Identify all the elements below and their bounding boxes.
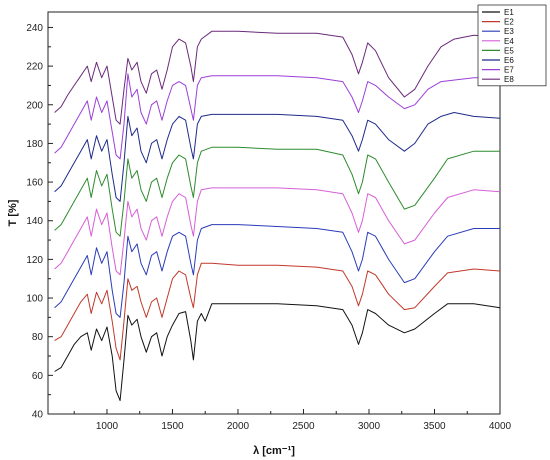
y-tick-label: 60 xyxy=(32,371,44,382)
y-tick-label: 80 xyxy=(32,332,44,343)
series-line-e1 xyxy=(54,303,501,401)
x-tick-label: 4000 xyxy=(489,421,512,432)
series-line-e3 xyxy=(54,224,500,318)
series-line-e2 xyxy=(54,262,501,361)
x-tick-label: 2500 xyxy=(292,421,315,432)
series-line-e7 xyxy=(54,73,500,160)
x-axis-label: λ [cm⁻¹] xyxy=(253,445,295,457)
y-tick-label: 200 xyxy=(26,100,43,111)
y-tick-label: 40 xyxy=(32,410,44,421)
x-tick-label: 1500 xyxy=(161,421,184,432)
legend-label-e5: E5 xyxy=(504,46,514,55)
y-tick-label: 180 xyxy=(26,139,43,150)
x-axis: 1000 1500 2000 2500 3000 3500 4000 xyxy=(73,409,512,432)
y-tick-label: 120 xyxy=(26,255,43,266)
y-tick-label: 240 xyxy=(26,23,43,34)
series-line-e8 xyxy=(54,30,501,125)
x-tick-label: 3500 xyxy=(423,421,446,432)
legend-box xyxy=(477,4,547,87)
y-axis-label: T [%] xyxy=(7,199,19,226)
legend-label-e4: E4 xyxy=(504,37,514,46)
legend-label-e3: E3 xyxy=(504,27,514,36)
y-tick-label: 220 xyxy=(26,62,43,73)
x-tick-label: 3000 xyxy=(358,421,381,432)
y-tick-label: 100 xyxy=(26,294,43,305)
y-tick-label: 140 xyxy=(26,216,43,227)
x-tick-label: 2000 xyxy=(227,421,250,432)
legend-label-e6: E6 xyxy=(504,56,514,65)
series-layer xyxy=(54,30,501,401)
plot-frame xyxy=(47,11,501,415)
series-line-e5 xyxy=(54,146,500,237)
legend-label-e1: E1 xyxy=(504,8,514,17)
legend-label-e7: E7 xyxy=(504,66,514,75)
series-line-e4 xyxy=(54,187,501,276)
y-tick-label: 160 xyxy=(26,178,43,189)
y-axis: 40 60 80 100 120 140 160 180 200 220 240 xyxy=(26,23,53,421)
series-line-e6 xyxy=(54,112,501,202)
x-tick-label: 1000 xyxy=(96,421,119,432)
legend-label-e8: E8 xyxy=(504,75,514,84)
legend-label-e2: E2 xyxy=(504,18,514,27)
